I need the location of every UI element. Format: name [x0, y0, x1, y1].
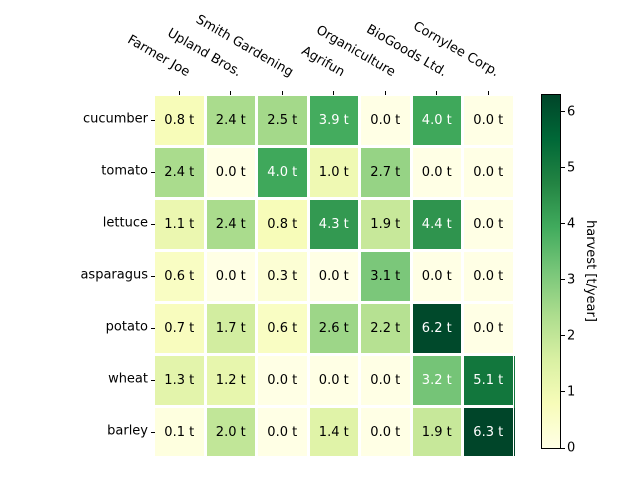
heatmap-cell: 0.8 t — [155, 96, 204, 145]
y-tick-label: lettuce — [102, 215, 148, 231]
y-tick-mark — [150, 327, 155, 329]
image-edge-bleed — [513, 355, 516, 408]
x-tick-mark — [281, 91, 283, 95]
heatmap-cell: 3.2 t — [412, 355, 461, 405]
heatmap-cell: 0.0 t — [412, 147, 461, 197]
colorbar-tick-mark — [561, 335, 565, 337]
heatmap-grid: 0.8 t 2.4 t 2.5 t 3.9 t 0.0 t 4.0 t 0.0 t 2.4 t… — [155, 96, 513, 457]
heatmap-cell: 1.9 t — [361, 199, 410, 249]
image-edge-bleed — [513, 407, 516, 457]
y-tick-mark — [150, 379, 155, 381]
heatmap-cell: 2.4 t — [206, 199, 255, 249]
colorbar-tick-mark — [561, 279, 565, 281]
heatmap-cell: 0.0 t — [258, 355, 307, 405]
y-tick-label: barley — [107, 423, 148, 439]
colorbar-tick-label: 3 — [567, 272, 576, 288]
heatmap-cell: 4.4 t — [412, 199, 461, 249]
colorbar-tick-label: 2 — [567, 328, 576, 344]
heatmap-cell: 2.4 t — [155, 147, 204, 197]
heatmap-cell: 0.0 t — [361, 355, 410, 405]
colorbar-axis-label: harvest [t/year] — [583, 220, 598, 322]
y-tick-mark — [150, 119, 155, 121]
heatmap-cell: 0.0 t — [361, 96, 410, 145]
heatmap-cell: 1.3 t — [155, 355, 204, 405]
heatmap-cell: 0.7 t — [155, 303, 204, 353]
y-tick-mark — [150, 431, 155, 433]
heatmap-cell: 1.0 t — [309, 147, 358, 197]
heatmap-cell: 2.0 t — [206, 407, 255, 457]
heatmap-cell: 4.0 t — [258, 147, 307, 197]
heatmap-cell: 0.0 t — [412, 251, 461, 301]
heatmap-cell: 2.7 t — [361, 147, 410, 197]
y-tick-mark — [150, 223, 155, 225]
heatmap-cell: 1.7 t — [206, 303, 255, 353]
heatmap-cell: 1.4 t — [309, 407, 358, 457]
y-tick-label: cucumber — [82, 111, 148, 127]
colorbar-tick-mark — [561, 391, 565, 393]
heatmap-cell: 4.3 t — [309, 199, 358, 249]
y-tick-label: tomato — [101, 163, 148, 179]
heatmap-cell: 0.6 t — [155, 251, 204, 301]
heatmap-cell: 0.0 t — [464, 303, 513, 353]
heatmap-cell: 2.6 t — [309, 303, 358, 353]
heatmap-cell: 3.1 t — [361, 251, 410, 301]
x-tick-mark — [384, 91, 386, 95]
heatmap-cell: 3.9 t — [309, 96, 358, 145]
colorbar-tick-label: 4 — [567, 216, 576, 232]
heatmap-cell: 0.0 t — [361, 407, 410, 457]
heatmap-cell: 0.8 t — [258, 199, 307, 249]
heatmap-cell: 0.6 t — [258, 303, 307, 353]
heatmap-cell: 4.0 t — [412, 96, 461, 145]
colorbar — [541, 94, 561, 449]
colorbar-tick-mark — [561, 167, 565, 169]
heatmap-cell: 0.0 t — [206, 147, 255, 197]
colorbar-gradient — [542, 95, 560, 448]
heatmap-cell: 1.2 t — [206, 355, 255, 405]
heatmap-cell: 0.0 t — [258, 407, 307, 457]
heatmap-cell: 0.1 t — [155, 407, 204, 457]
heatmap-cell: 2.2 t — [361, 303, 410, 353]
y-tick-label: wheat — [108, 371, 148, 387]
colorbar-tick-mark — [561, 223, 565, 225]
y-tick-label: potato — [105, 319, 148, 335]
y-tick-mark — [150, 171, 155, 173]
x-tick-mark — [487, 91, 489, 95]
heatmap-cell: 0.0 t — [464, 96, 513, 145]
colorbar-tick-mark — [561, 447, 565, 449]
x-tick-mark — [178, 91, 180, 95]
x-tick-label-text: Cornylee Corp. — [410, 18, 502, 81]
colorbar-tick-label: 1 — [567, 384, 576, 400]
heatmap-cell: 2.5 t — [258, 96, 307, 145]
x-tick-mark — [230, 91, 232, 95]
heatmap-cell: 0.3 t — [258, 251, 307, 301]
colorbar-tick-label: 0 — [567, 440, 576, 456]
heatmap-cell: 0.0 t — [206, 251, 255, 301]
colorbar-tick-label: 5 — [567, 160, 576, 176]
y-tick-mark — [150, 275, 155, 277]
heatmap-cell: 2.4 t — [206, 96, 255, 145]
heatmap-cell: 1.9 t — [412, 407, 461, 457]
colorbar-tick-mark — [561, 111, 565, 113]
heatmap-cell: 1.1 t — [155, 199, 204, 249]
heatmap-cell: 0.0 t — [309, 355, 358, 405]
heatmap-cell: 6.2 t — [412, 303, 461, 353]
y-tick-label: asparagus — [80, 267, 148, 283]
heatmap-cell: 0.0 t — [309, 251, 358, 301]
heatmap-cell: 0.0 t — [464, 251, 513, 301]
x-tick-mark — [333, 91, 335, 95]
heatmap-cell: 0.0 t — [464, 199, 513, 249]
colorbar-tick-label: 6 — [567, 104, 576, 120]
x-tick-mark — [436, 91, 438, 95]
heatmap-cell: 5.1 t — [464, 355, 513, 405]
heatmap-cell: 0.0 t — [464, 147, 513, 197]
heatmap-cell: 6.3 t — [464, 407, 513, 457]
